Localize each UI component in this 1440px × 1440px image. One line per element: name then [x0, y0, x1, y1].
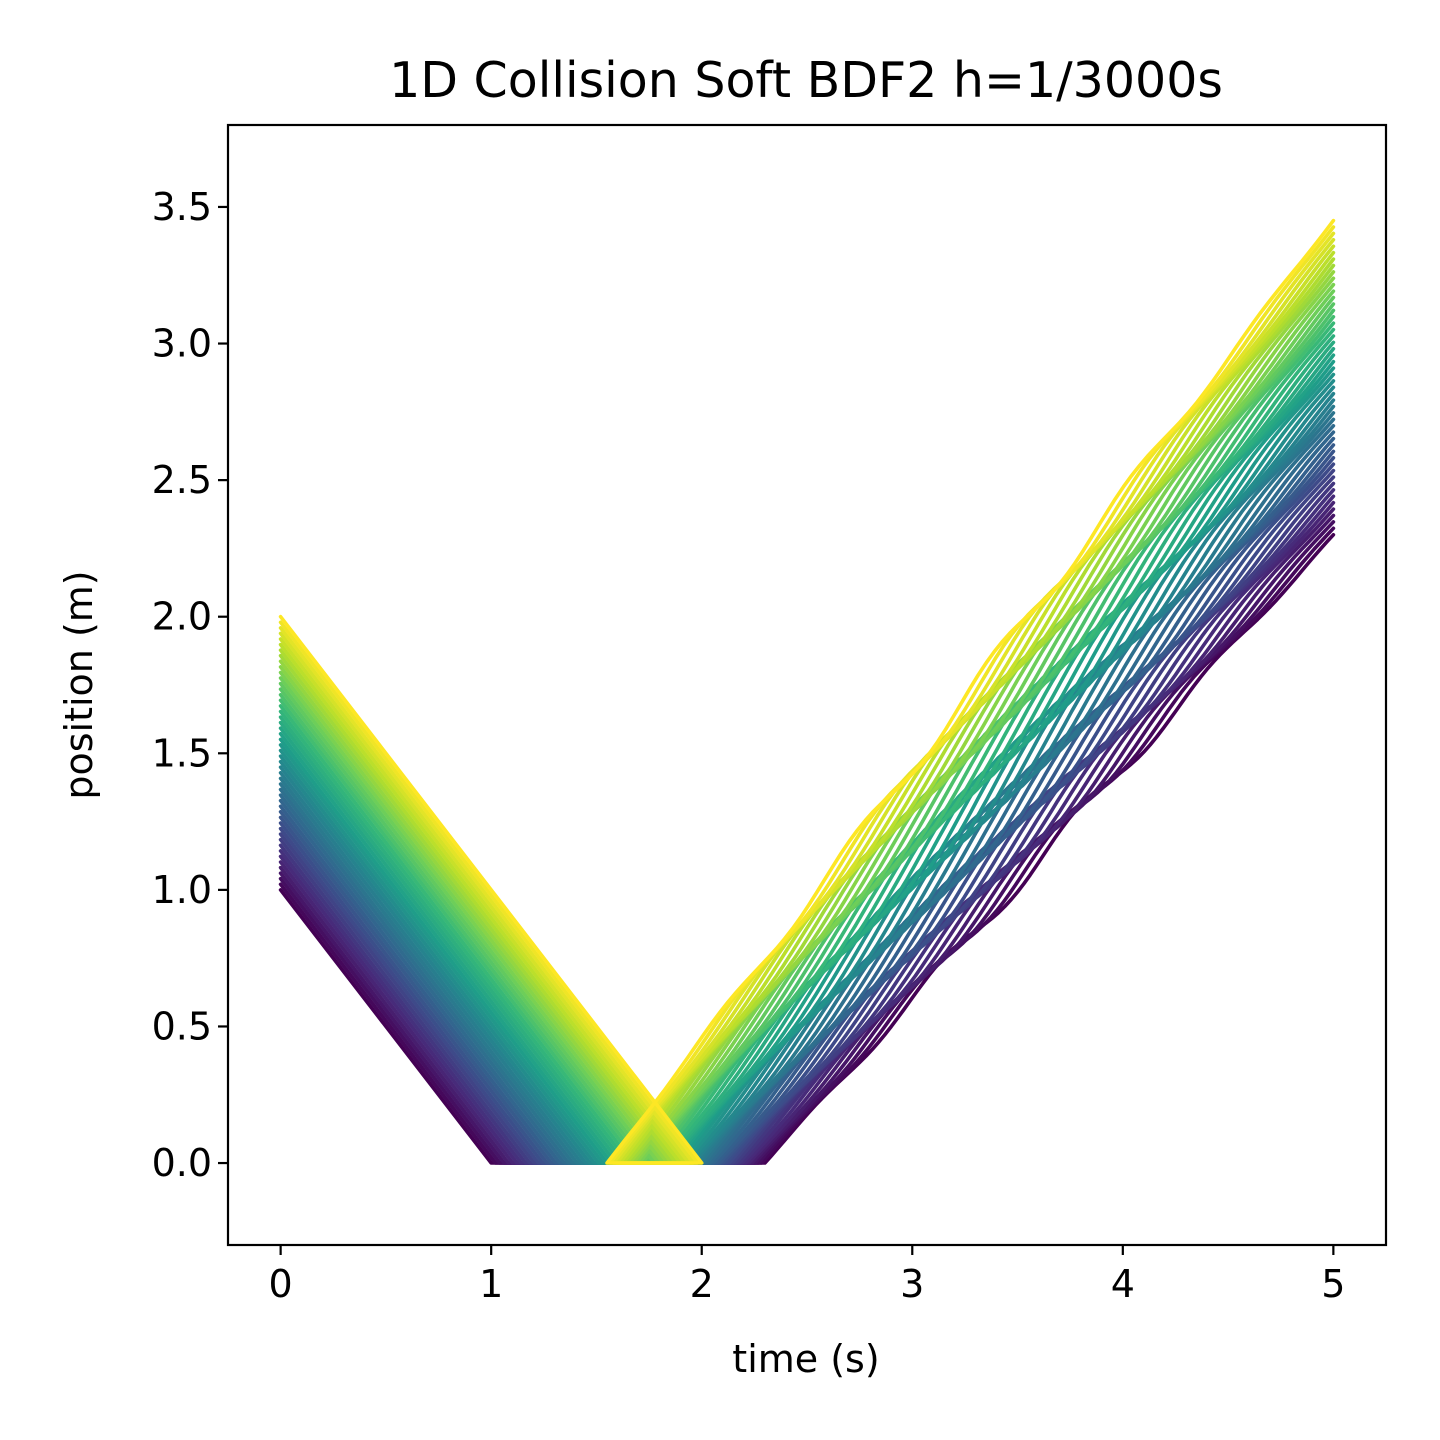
y-tick-label: 2.0 [152, 595, 212, 639]
x-tick-label: 1 [479, 1262, 503, 1306]
plot-frame [226, 123, 1388, 1247]
x-axis-label: time (s) [732, 1337, 879, 1381]
y-tick-label: 1.0 [152, 868, 212, 912]
x-axis: 0 1 2 3 4 5 [269, 1245, 1345, 1306]
series-line [278, 218, 1336, 1165]
y-tick-label: 3.0 [152, 322, 212, 366]
y-tick-label: 3.5 [152, 185, 212, 229]
plot-lines [278, 218, 1336, 1165]
x-tick-label: 2 [690, 1262, 714, 1306]
y-tick-label: 2.5 [152, 458, 212, 502]
y-tick-label: 1.5 [152, 731, 212, 775]
x-tick-label: 4 [1111, 1262, 1135, 1306]
y-tick-label: 0.5 [152, 1004, 212, 1048]
series-line [278, 225, 1336, 1165]
x-tick-label: 5 [1321, 1262, 1345, 1306]
series-line [278, 443, 1336, 1165]
x-tick-label: 0 [269, 1262, 293, 1306]
series-line [278, 391, 1336, 1165]
chart-title: 1D Collision Soft BDF2 h=1/3000s [389, 52, 1223, 109]
series-line [278, 359, 1336, 1165]
x-tick-label: 3 [900, 1262, 924, 1306]
series-line [278, 276, 1336, 1165]
series-line [278, 456, 1336, 1165]
y-axis-label: position (m) [57, 570, 101, 799]
series-line [278, 231, 1336, 1165]
y-tick-label: 0.0 [152, 1141, 212, 1185]
y-axis: 0.0 0.5 1.0 1.5 2.0 2.5 3.0 3.5 [152, 185, 228, 1185]
